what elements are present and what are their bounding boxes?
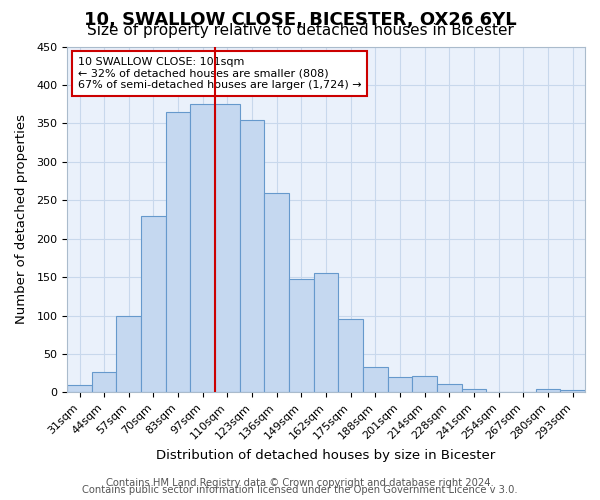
Bar (116, 316, 141, 392)
Bar (166, 112, 190, 392)
Bar (338, 320, 363, 392)
Bar (92, 372, 116, 392)
Bar (388, 377, 412, 392)
Bar (265, 192, 289, 392)
Y-axis label: Number of detached properties: Number of detached properties (15, 114, 28, 324)
Bar (190, 104, 215, 393)
Bar (289, 280, 314, 392)
Bar (462, 388, 487, 392)
Bar (437, 384, 462, 392)
Bar (363, 367, 388, 392)
X-axis label: Distribution of detached houses by size in Bicester: Distribution of detached houses by size … (157, 450, 496, 462)
Text: 10, SWALLOW CLOSE, BICESTER, OX26 6YL: 10, SWALLOW CLOSE, BICESTER, OX26 6YL (83, 12, 517, 30)
Bar (314, 274, 338, 392)
Text: Contains HM Land Registry data © Crown copyright and database right 2024.: Contains HM Land Registry data © Crown c… (106, 478, 494, 488)
Text: 10 SWALLOW CLOSE: 101sqm
← 32% of detached houses are smaller (808)
67% of semi-: 10 SWALLOW CLOSE: 101sqm ← 32% of detach… (77, 57, 361, 90)
Bar (240, 120, 265, 392)
Bar (215, 104, 240, 393)
Text: Contains public sector information licensed under the Open Government Licence v : Contains public sector information licen… (82, 485, 518, 495)
Bar (412, 376, 437, 392)
Bar (67, 385, 92, 392)
Bar (141, 216, 166, 392)
Bar (536, 388, 560, 392)
Text: Size of property relative to detached houses in Bicester: Size of property relative to detached ho… (86, 24, 514, 38)
Bar (560, 390, 585, 392)
